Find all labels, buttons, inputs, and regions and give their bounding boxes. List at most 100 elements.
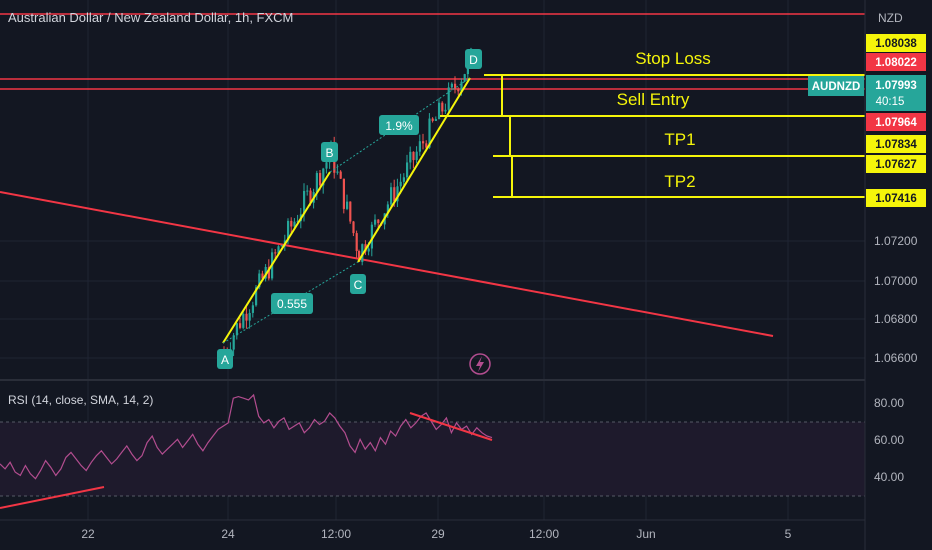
time-label: 29: [431, 527, 445, 541]
level-tag-7[interactable]: 1.07416: [866, 189, 926, 207]
zone-drawings[interactable]: [440, 74, 865, 198]
candle-body: [346, 201, 349, 209]
candle-body: [412, 151, 415, 161]
candle-body: [267, 266, 270, 279]
svg-text:1.07416: 1.07416: [875, 193, 917, 205]
price-tick: 1.06600: [874, 351, 918, 365]
rsi-trendline-low[interactable]: [0, 486, 105, 509]
candle-body: [402, 177, 405, 182]
candle-body: [374, 219, 377, 225]
stop-loss-label: Stop Loss: [635, 49, 711, 68]
candle-body: [406, 162, 409, 178]
candle-body: [315, 173, 318, 193]
candle-body: [339, 171, 342, 179]
sell-entry-label: Sell Entry: [617, 90, 690, 109]
candle-body: [390, 187, 393, 205]
time-label: 24: [221, 527, 235, 541]
level-tag-5[interactable]: 1.07834: [866, 135, 926, 153]
candle-body: [251, 305, 254, 313]
candle-body: [322, 168, 325, 186]
point-label-c[interactable]: C: [350, 274, 366, 294]
rsi-line: [0, 393, 493, 480]
candle-body: [393, 187, 396, 202]
rsi-label: RSI (14, close, SMA, 14, 2): [8, 393, 153, 407]
ratio-label-ab[interactable]: 0.555: [271, 293, 313, 314]
current-price-tag[interactable]: 1.07993 40:15: [866, 75, 926, 111]
candle-body: [463, 74, 466, 82]
rsi-tick: 40.00: [874, 470, 904, 484]
candle-body: [450, 83, 453, 88]
svg-text:B: B: [325, 146, 333, 160]
svg-text:AUDNZD: AUDNZD: [812, 81, 861, 93]
candle-body: [235, 323, 238, 336]
candle-body: [303, 190, 306, 215]
descending-trendline[interactable]: [0, 191, 774, 337]
candle-body: [258, 273, 261, 288]
time-label: Jun: [636, 527, 655, 541]
level-tag-6[interactable]: 1.07627: [866, 155, 926, 173]
candle-body: [255, 287, 258, 306]
candle-body: [277, 246, 280, 254]
rsi-tick: 60.00: [874, 433, 904, 447]
time-label: 5: [785, 527, 792, 541]
svg-text:1.08038: 1.08038: [875, 38, 917, 50]
candle-body: [280, 245, 283, 247]
candle-body: [349, 201, 352, 222]
candle-body: [447, 87, 450, 110]
svg-text:0.555: 0.555: [277, 297, 307, 311]
candle-body: [358, 250, 361, 262]
rsi-panel: RSI (14, close, SMA, 14, 2): [0, 393, 865, 509]
svg-text:1.07834: 1.07834: [875, 139, 917, 151]
candle-body: [264, 266, 267, 279]
candle-body: [460, 81, 463, 92]
level-tag-4[interactable]: 1.07964: [866, 113, 926, 131]
time-axis[interactable]: 22 24 12:00 29 12:00 Jun 5: [81, 527, 791, 541]
candle-body: [325, 162, 328, 169]
level-tag-1[interactable]: 1.08038: [866, 34, 926, 52]
candle-body: [431, 118, 434, 121]
candle-body: [396, 186, 399, 202]
point-label-d[interactable]: D: [465, 49, 482, 69]
level-tag-2[interactable]: 1.08022: [866, 53, 926, 71]
candle-body: [457, 88, 460, 92]
candle-body: [415, 151, 418, 161]
candle-body: [370, 224, 373, 249]
chart-title: Australian Dollar / New Zealand Dollar, …: [8, 10, 293, 25]
svg-text:A: A: [221, 353, 229, 367]
price-tick: 1.06800: [874, 312, 918, 326]
candle-body: [418, 141, 421, 152]
candle-body: [438, 102, 441, 120]
time-label: 12:00: [321, 527, 351, 541]
time-label: 12:00: [529, 527, 559, 541]
point-label-a[interactable]: A: [217, 349, 233, 369]
candle-body: [287, 220, 290, 241]
price-tick: 1.07000: [874, 274, 918, 288]
candle-body: [454, 83, 457, 89]
candle-body: [367, 248, 370, 252]
candle-body: [293, 221, 296, 227]
candle-body: [336, 171, 339, 173]
symbol-badge[interactable]: AUDNZD: [808, 76, 864, 96]
countdown: 40:15: [876, 96, 905, 108]
tp1-label: TP1: [664, 130, 695, 149]
candle-body: [245, 313, 248, 321]
point-label-b[interactable]: B: [321, 142, 338, 162]
svg-text:1.07964: 1.07964: [875, 117, 917, 129]
svg-text:1.07993: 1.07993: [875, 80, 917, 92]
svg-text:1.07627: 1.07627: [875, 159, 917, 171]
candle-body: [309, 190, 312, 203]
svg-text:1.08022: 1.08022: [875, 57, 917, 69]
ratio-label-cd[interactable]: 1.9%: [379, 115, 419, 135]
rsi-trendline-high[interactable]: [409, 412, 493, 441]
currency-label: NZD: [878, 11, 903, 25]
svg-text:1.9%: 1.9%: [385, 119, 413, 133]
svg-text:D: D: [469, 53, 478, 67]
price-axis[interactable]: NZD 1.07200 1.07000 1.06800 1.06600 1.08…: [808, 0, 932, 550]
candle-body: [422, 141, 425, 144]
candle-body: [239, 323, 242, 328]
candle-body: [290, 220, 293, 227]
lightning-icon[interactable]: [469, 353, 491, 375]
candle-body: [342, 178, 345, 209]
candle-body: [232, 335, 235, 350]
svg-text:C: C: [354, 278, 363, 292]
